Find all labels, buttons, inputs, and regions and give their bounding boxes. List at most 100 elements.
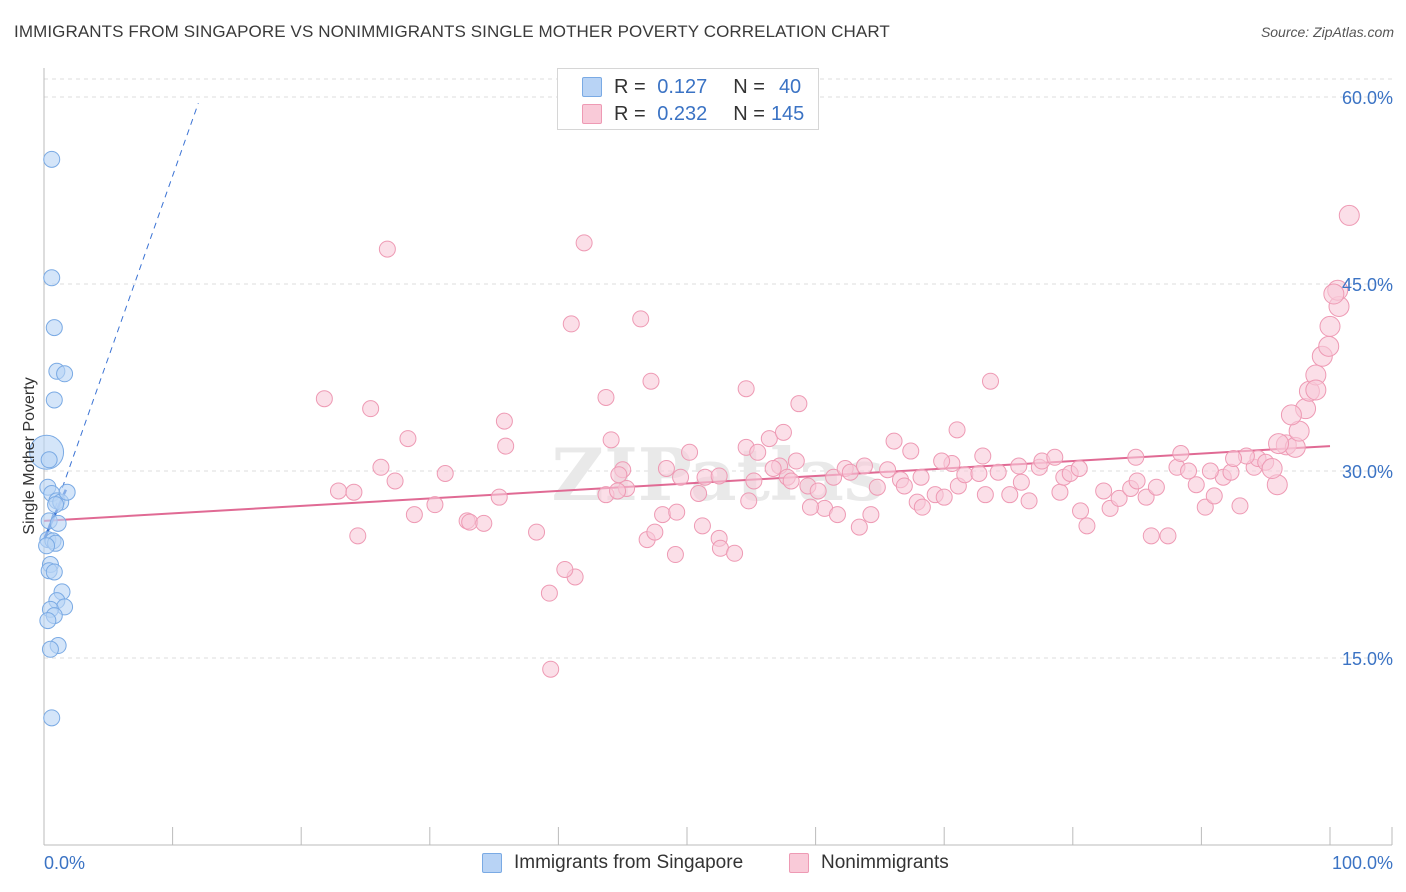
point-nonimmigrant bbox=[710, 467, 728, 485]
point-nonimmigrant bbox=[1010, 457, 1028, 475]
point-nonimmigrant bbox=[666, 546, 684, 564]
point-nonimmigrant bbox=[948, 421, 966, 439]
legend-swatch-pink bbox=[582, 104, 602, 124]
point-nonimmigrant bbox=[386, 472, 404, 490]
series-legend: Immigrants from Singapore Nonimmigrants bbox=[0, 852, 1406, 878]
point-nonimmigrant bbox=[801, 498, 819, 516]
legend-label-singapore: Immigrants from Singapore bbox=[514, 852, 744, 873]
point-nonimmigrant bbox=[1225, 450, 1243, 468]
point-nonimmigrant bbox=[1128, 472, 1146, 490]
point-nonimmigrant bbox=[1070, 460, 1088, 478]
point-nonimmigrant bbox=[809, 482, 827, 500]
point-nonimmigrant bbox=[841, 463, 859, 481]
point-nonimmigrant bbox=[362, 400, 380, 418]
point-singapore bbox=[56, 365, 74, 383]
point-nonimmigrant bbox=[461, 513, 479, 531]
point-nonimmigrant bbox=[868, 478, 886, 496]
point-nonimmigrant bbox=[329, 482, 347, 500]
point-singapore bbox=[45, 563, 63, 581]
point-singapore bbox=[43, 150, 61, 168]
legend-item-singapore[interactable]: Immigrants from Singapore bbox=[482, 852, 743, 874]
point-nonimmigrant bbox=[974, 447, 992, 465]
point-nonimmigrant bbox=[575, 234, 593, 252]
point-nonimmigrant bbox=[825, 468, 843, 486]
trend-line-nonimmigrants bbox=[43, 445, 1331, 522]
point-nonimmigrant bbox=[912, 468, 930, 486]
point-nonimmigrant bbox=[602, 431, 620, 449]
point-nonimmigrant bbox=[672, 468, 690, 486]
point-nonimmigrant bbox=[1231, 497, 1249, 515]
point-nonimmigrant bbox=[436, 464, 454, 482]
point-nonimmigrant bbox=[1222, 463, 1240, 481]
point-nonimmigrant bbox=[1012, 473, 1030, 491]
point-nonimmigrant bbox=[1142, 527, 1160, 545]
point-nonimmigrant bbox=[693, 517, 711, 535]
y-tick-label: 15.0% bbox=[1342, 649, 1393, 669]
point-nonimmigrant bbox=[405, 506, 423, 524]
point-nonimmigrant bbox=[528, 523, 546, 541]
legend-n-value: 145 bbox=[770, 102, 805, 125]
point-nonimmigrant bbox=[690, 484, 708, 502]
point-nonimmigrant bbox=[902, 442, 920, 460]
point-nonimmigrant bbox=[1196, 498, 1214, 516]
point-nonimmigrant bbox=[1280, 404, 1302, 426]
point-nonimmigrant bbox=[1137, 488, 1155, 506]
point-nonimmigrant bbox=[597, 388, 615, 406]
tick-labels: 15.0% 30.0% 45.0% 60.0% 0.0% 100.0% bbox=[44, 88, 1393, 873]
legend-row-singapore: R = 0.127 N = 40 bbox=[582, 76, 801, 98]
point-nonimmigrant bbox=[760, 430, 778, 448]
point-nonimmigrant bbox=[749, 443, 767, 461]
point-nonimmigrant bbox=[540, 584, 558, 602]
legend-label-nonimmigrants: Nonimmigrants bbox=[821, 852, 949, 873]
point-nonimmigrant bbox=[426, 496, 444, 514]
point-nonimmigrant bbox=[475, 514, 493, 532]
point-singapore bbox=[38, 537, 56, 555]
point-singapore bbox=[49, 514, 67, 532]
point-nonimmigrant bbox=[696, 468, 714, 486]
point-nonimmigrant bbox=[1147, 478, 1165, 496]
correlation-legend: R = 0.127 N = 40 R = 0.232 N = 145 bbox=[557, 68, 819, 130]
legend-n-label: N = bbox=[733, 75, 765, 98]
point-nonimmigrant bbox=[1095, 482, 1113, 500]
point-nonimmigrant bbox=[372, 458, 390, 476]
point-nonimmigrant bbox=[646, 523, 664, 541]
legend-item-nonimmigrants[interactable]: Nonimmigrants bbox=[789, 852, 949, 874]
legend-swatch-blue bbox=[582, 77, 602, 97]
point-singapore bbox=[45, 391, 63, 409]
point-nonimmigrant bbox=[790, 395, 808, 413]
point-nonimmigrant bbox=[556, 560, 574, 578]
point-nonimmigrant bbox=[542, 660, 560, 678]
point-nonimmigrant bbox=[970, 464, 988, 482]
point-nonimmigrant bbox=[345, 483, 363, 501]
point-singapore bbox=[41, 640, 59, 658]
point-nonimmigrant bbox=[1261, 458, 1283, 480]
chart-title: IMMIGRANTS FROM SINGAPORE VS NONIMMIGRAN… bbox=[14, 22, 890, 41]
point-nonimmigrant bbox=[711, 539, 729, 557]
y-axis-label: Single Mother Poverty bbox=[21, 377, 38, 534]
point-nonimmigrant bbox=[850, 518, 868, 536]
point-nonimmigrant bbox=[879, 461, 897, 479]
trend-line-singapore-extension bbox=[43, 103, 199, 540]
legend-r-value: 0.232 bbox=[657, 102, 708, 125]
point-nonimmigrant bbox=[981, 372, 999, 390]
point-nonimmigrant bbox=[654, 506, 672, 524]
point-nonimmigrant bbox=[862, 506, 880, 524]
point-nonimmigrant bbox=[1078, 517, 1096, 535]
point-nonimmigrant bbox=[764, 460, 782, 478]
point-singapore bbox=[39, 612, 57, 630]
legend-n-label: N = bbox=[733, 102, 765, 125]
point-nonimmigrant bbox=[495, 412, 513, 430]
point-nonimmigrant bbox=[787, 452, 805, 470]
point-nonimmigrant bbox=[1205, 487, 1223, 505]
grid-lines bbox=[44, 78, 1392, 659]
point-nonimmigrant bbox=[895, 477, 913, 495]
point-nonimmigrant bbox=[885, 432, 903, 450]
point-nonimmigrant bbox=[668, 503, 686, 521]
legend-r-label: R = bbox=[614, 102, 646, 125]
legend-row-nonimmigrants: R = 0.232 N = 145 bbox=[582, 103, 804, 125]
point-nonimmigrant bbox=[657, 460, 675, 478]
point-singapore bbox=[43, 709, 61, 727]
point-nonimmigrant bbox=[989, 463, 1007, 481]
point-nonimmigrant bbox=[1305, 379, 1327, 401]
point-nonimmigrant bbox=[782, 472, 800, 490]
